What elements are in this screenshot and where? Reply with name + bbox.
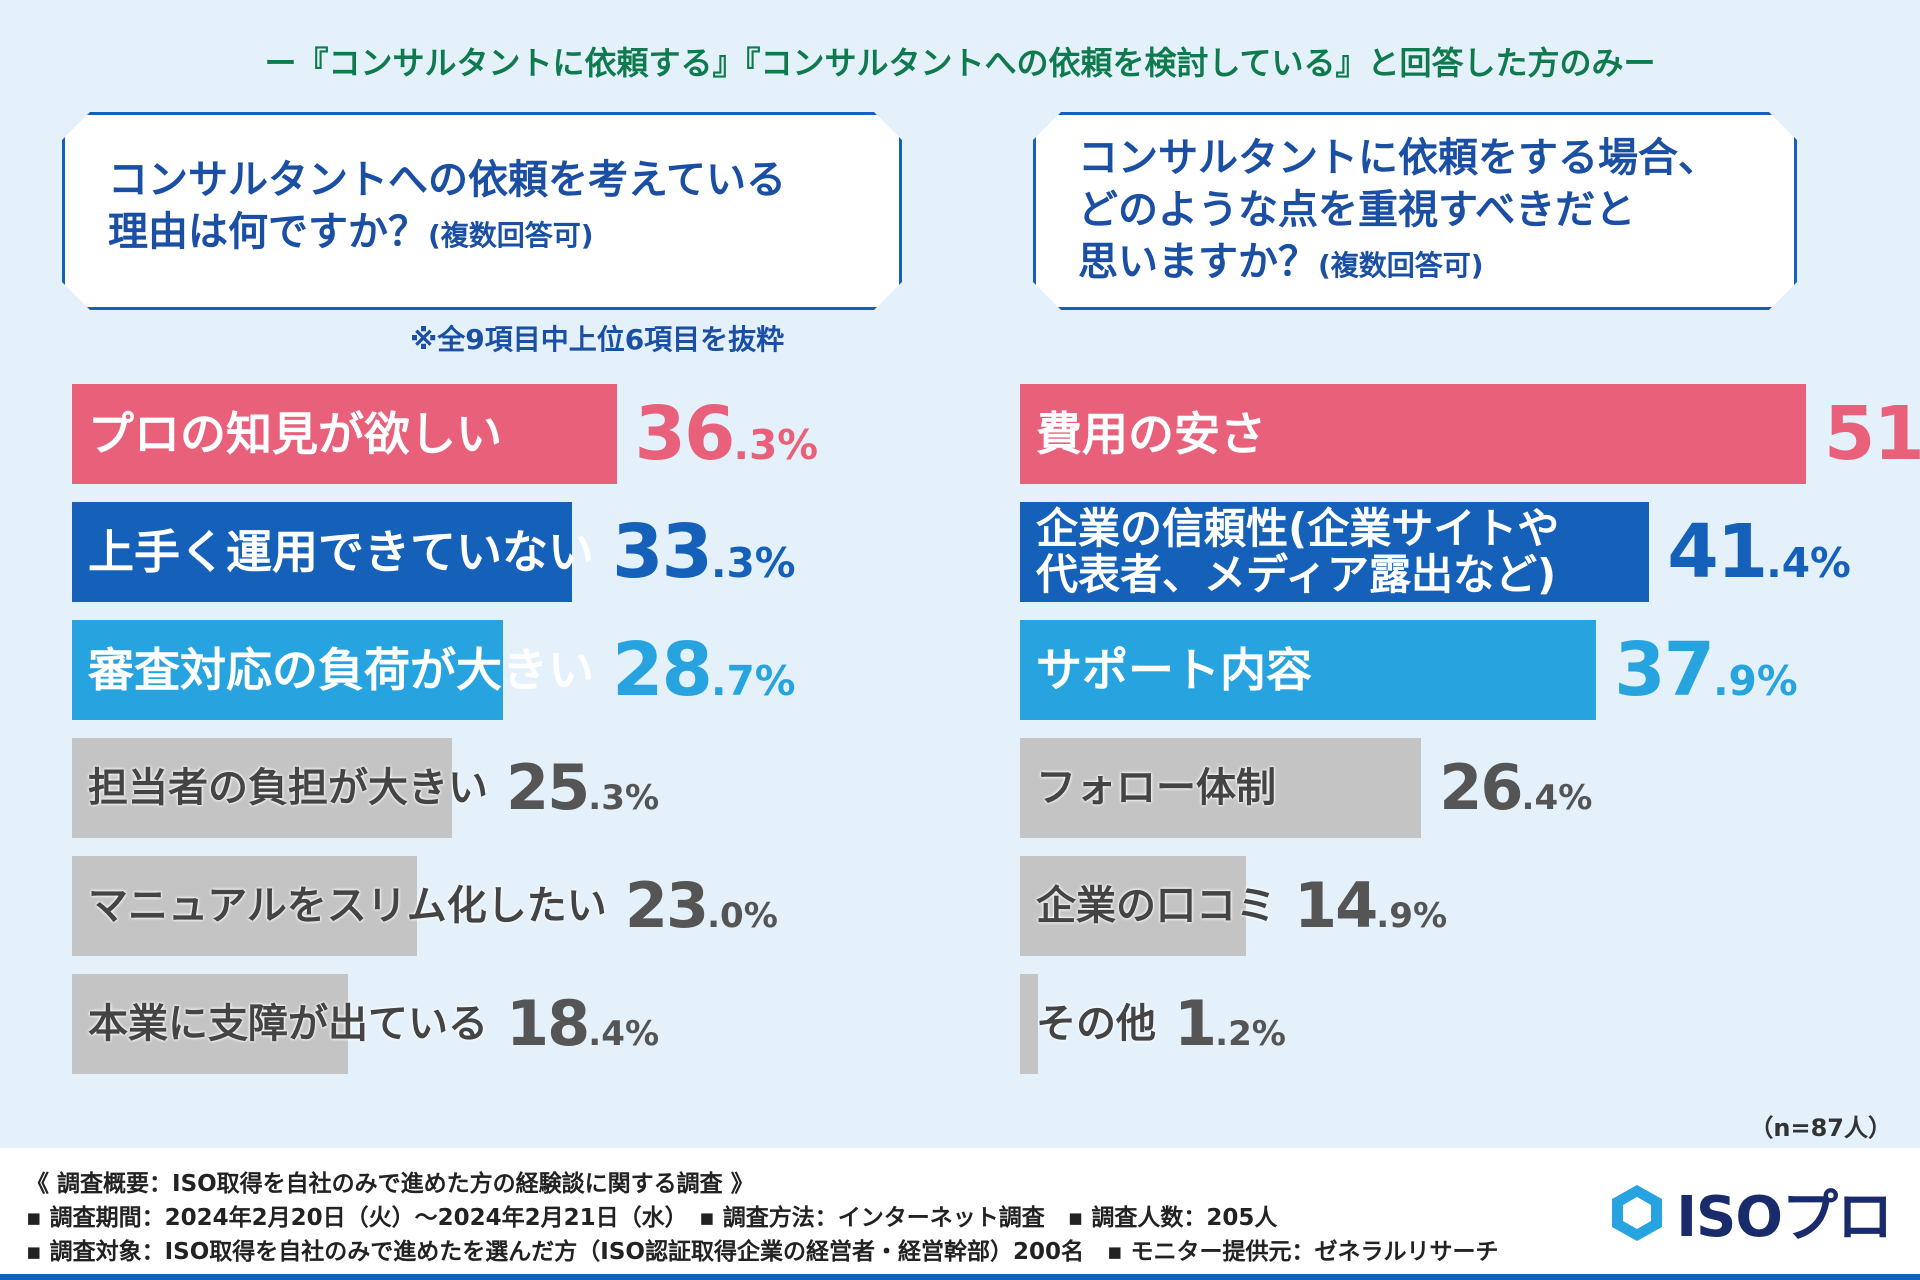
bar-value-int: 28 (612, 627, 713, 713)
bar (72, 502, 572, 602)
bar-label: 上手く運用できていない (88, 502, 594, 602)
bar-value-dec: .4% (1521, 778, 1593, 818)
bar (72, 384, 617, 484)
bar-value-int: 51 (1823, 391, 1920, 477)
bar-label-line: フォロー体制 (1036, 765, 1276, 811)
bar-label-line: プロの知見が欲しい (88, 407, 502, 461)
bar-value: 51.7% (1824, 384, 1920, 495)
bar (72, 856, 417, 956)
bar-value-dec: .3% (733, 421, 819, 469)
bar-label: 費用の安さ (1036, 384, 1266, 484)
right-question-line3: 思いますか？ (1078, 239, 1318, 285)
left-question: コンサルタントへの依頼を考えている 理由は何ですか？(複数回答可) (108, 154, 786, 262)
right-question-box (1033, 112, 1797, 310)
bar-label: サポート内容 (1036, 620, 1312, 720)
footer-survey-target: ▪ 調査対象：ISO取得を自社のみで進めたを選んだ方（ISO認証取得企業の経営者… (26, 1239, 1499, 1265)
bar-value-dec: .2% (1215, 1014, 1286, 1054)
bar-label-line: マニュアルをスリム化したい (88, 883, 607, 929)
right-question-suffix: (複数回答可) (1318, 249, 1484, 282)
excerpt-note: ※全9項目中上位6項目を抜粋 (410, 323, 785, 356)
bar-value: 37.9% (1614, 620, 1798, 731)
left-question-box (62, 112, 902, 310)
bar-value: 26.4% (1439, 738, 1592, 848)
logo-text: ISOプロ (1676, 1185, 1893, 1250)
bar-label: 企業の信頼性(企業サイトや 代表者、メディア露出など) (1036, 506, 1559, 598)
isopro-logo: ISOプロ (1606, 1172, 1893, 1253)
bar-value-int: 41 (1667, 509, 1768, 595)
bar (1020, 620, 1597, 720)
bar-value: 14.9% (1294, 856, 1447, 966)
footer-survey-title: 《 調査概要：ISO取得を自社のみで進めた方の経験談に関する調査 》 (26, 1171, 754, 1197)
bar-value-int: 14 (1294, 869, 1378, 942)
sample-size-note: （n=87人） (1749, 1114, 1892, 1142)
bar-value: 18.4% (506, 974, 659, 1084)
bar-label-line: 企業の口コミ (1036, 883, 1276, 929)
bar (1020, 502, 1650, 602)
bar-value-dec: .3% (588, 778, 660, 818)
bar-label-line: 担当者の負担が大きい (88, 765, 488, 811)
bar-value: 33.3% (612, 502, 796, 613)
bar-value-int: 23 (624, 869, 709, 942)
survey-header: ー『コンサルタントに依頼する』『コンサルタントへの依頼を検討している』と回答した… (264, 44, 1656, 82)
bar-value-int: 25 (506, 751, 590, 824)
bar-value-int: 26 (1439, 751, 1523, 824)
left-question-line2-wrap: 理由は何ですか？(複数回答可) (108, 206, 786, 262)
bar-label-line: 企業の信頼性(企業サイトや (1036, 504, 1560, 553)
bar-label: 企業の口コミ (1036, 856, 1276, 956)
bar-label-line: 費用の安さ (1036, 407, 1266, 461)
bar-value-dec: .9% (1713, 657, 1798, 705)
bar-value-int: 1 (1174, 987, 1217, 1060)
bar-label: 審査対応の負荷が大きい (88, 620, 594, 720)
left-question-suffix: (複数回答可) (428, 219, 594, 252)
bar-value: 23.0% (625, 856, 778, 966)
bar (1020, 384, 1806, 484)
bar-value: 1.2% (1174, 974, 1286, 1084)
bar-value: 25.3% (506, 738, 659, 848)
bar (72, 620, 503, 720)
bar (72, 974, 348, 1074)
bar-label-line: 本業に支障が出ている (88, 1001, 488, 1047)
bar-value-int: 33 (612, 509, 713, 595)
bar-value: 41.4% (1667, 502, 1851, 613)
bar-label-line: 上手く運用できていない (88, 525, 594, 579)
bar-value: 28.7% (612, 620, 796, 731)
bar-value-int: 36 (634, 391, 736, 477)
bar-value-dec: .4% (588, 1014, 660, 1054)
bar-label: フォロー体制 (1036, 738, 1276, 838)
footer-survey-period: ▪ 調査期間：2024年2月20日（火）～2024年2月21日（水） ▪ 調査方… (26, 1205, 1278, 1231)
bar-label-line: サポート内容 (1036, 643, 1312, 697)
bar-label-line: 代表者、メディア露出など) (1036, 550, 1557, 599)
bar-value-int: 37 (1614, 627, 1715, 713)
bar-value-dec: .7% (710, 657, 796, 705)
bar-value-dec: .9% (1376, 896, 1448, 936)
left-question-line2: 理由は何ですか？ (108, 209, 428, 255)
bar (72, 738, 452, 838)
bar-label: 担当者の負担が大きい (88, 738, 488, 838)
right-question-line1: コンサルタントに依頼をする場合、 (1078, 135, 1718, 181)
right-question-line3-wrap: 思いますか？(複数回答可) (1078, 236, 1718, 292)
bar-value-dec: .0% (707, 896, 778, 936)
bar-value-int: 18 (506, 987, 590, 1060)
bar-label-line: 審査対応の負荷が大きい (88, 643, 594, 697)
footer-bottom-rule (0, 1274, 1920, 1280)
bar-label: 本業に支障が出ている (88, 974, 488, 1074)
bar-label-line: その他 (1036, 1001, 1156, 1047)
bar-label: その他 (1036, 974, 1156, 1074)
bar-value-dec: .4% (1766, 539, 1851, 587)
footer: 《 調査概要：ISO取得を自社のみで進めた方の経験談に関する調査 》 ▪ 調査期… (0, 1148, 1920, 1280)
bar-value-dec: .3% (710, 539, 796, 587)
left-question-line1: コンサルタントへの依頼を考えている (108, 157, 786, 203)
bar-label: プロの知見が欲しい (88, 384, 502, 484)
bar (1020, 738, 1422, 838)
hexagon-logo-icon (1612, 1184, 1663, 1241)
bar (1020, 974, 1039, 1074)
bar-value: 36.3% (635, 384, 819, 495)
bar-label: マニュアルをスリム化したい (88, 856, 607, 956)
bar (1020, 856, 1247, 956)
right-question-line2: どのような点を重視すべきだと (1078, 187, 1636, 233)
right-question: コンサルタントに依頼をする場合、 どのような点を重視すべきだと 思いますか？(複… (1078, 132, 1718, 292)
